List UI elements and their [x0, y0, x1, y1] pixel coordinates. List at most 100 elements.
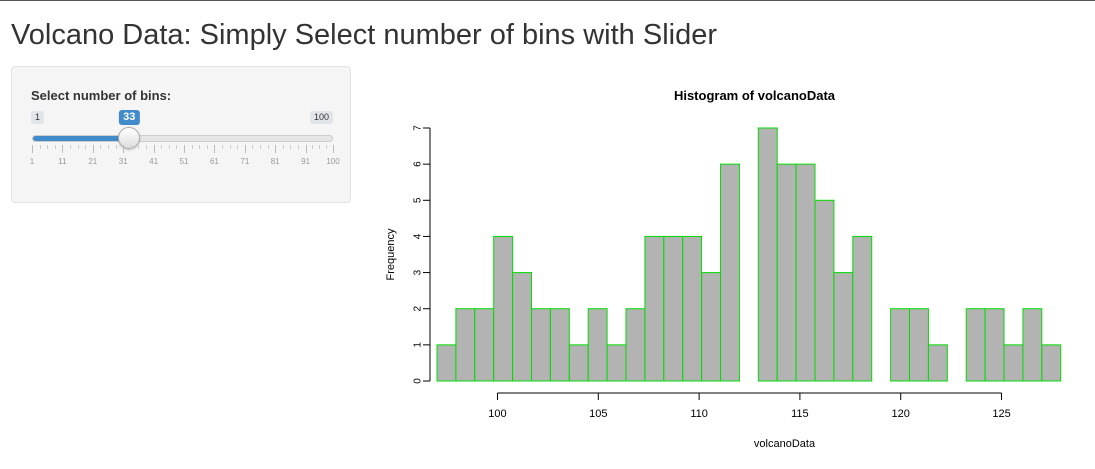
y-tick-label: 4	[413, 233, 424, 239]
slider-major-tick	[333, 145, 334, 153]
y-tick-label: 2	[413, 305, 424, 311]
slider-minor-tick	[168, 145, 170, 149]
histogram-bar	[493, 235, 514, 382]
slider-minor-tick	[312, 145, 314, 149]
histogram-bar	[663, 235, 684, 382]
histogram-bar	[890, 308, 911, 382]
slider-max-label: 100	[309, 111, 333, 124]
slider-major-tick	[153, 145, 155, 153]
slider-minor-tick	[319, 145, 321, 149]
y-tick-label: 3	[413, 269, 424, 275]
histogram-bar	[531, 308, 551, 382]
slider-major-tick	[32, 145, 33, 153]
slider-minor-tick	[267, 145, 269, 149]
slider-tick-label: 61	[209, 157, 219, 166]
slider-track-fill	[33, 136, 130, 141]
slider-major-tick	[275, 145, 277, 153]
slider-value-label: 33	[119, 110, 140, 125]
y-tick-label: 6	[413, 161, 424, 167]
histogram-bar	[701, 272, 722, 382]
slider-minor-tick	[290, 145, 292, 149]
slider-minor-tick	[54, 145, 56, 149]
y-tick-label: 5	[413, 197, 424, 203]
slider-minor-tick	[138, 145, 140, 149]
slider-minor-tick	[85, 145, 87, 149]
histogram-bar	[757, 127, 778, 382]
slider-handle[interactable]	[118, 127, 141, 149]
slider-tick-label: 41	[149, 157, 159, 166]
histogram-bar	[436, 344, 457, 382]
slider-minor-tick	[260, 145, 262, 149]
histogram-bar	[587, 308, 608, 382]
slider-major-tick	[62, 145, 64, 153]
slider-minor-tick	[146, 145, 147, 149]
slider-minor-tick	[39, 145, 41, 149]
histogram-bar	[644, 235, 665, 382]
slider-tick-label: 81	[270, 157, 280, 166]
histogram-bar	[965, 308, 986, 382]
histogram-bar	[909, 308, 929, 382]
histogram-bar	[625, 308, 646, 382]
histogram-bar	[720, 163, 740, 382]
y-axis-label: Frequency	[385, 228, 397, 280]
slider-minor-tick	[161, 145, 163, 149]
x-tick-label: 100	[488, 408, 506, 420]
histogram-bar	[1022, 308, 1043, 382]
histogram-bar	[833, 272, 854, 382]
slider-minor-tick	[70, 145, 71, 149]
slider-label: Select number of bins:	[31, 88, 172, 103]
slider-minor-tick	[282, 145, 284, 149]
slider-minor-tick	[47, 145, 49, 149]
slider-minor-tick	[326, 145, 328, 149]
slider-min-label: 1	[31, 111, 45, 124]
slider-tick-label: 11	[58, 157, 67, 166]
slider-major-tick	[214, 145, 216, 153]
x-tick-label: 105	[589, 408, 607, 420]
slider-minor-tick	[206, 145, 208, 149]
y-tick-label: 1	[413, 342, 424, 348]
slider-minor-tick	[237, 145, 239, 149]
slider-minor-tick	[222, 145, 224, 149]
y-tick-label: 0	[413, 378, 424, 384]
x-axis-label: volcanoData	[754, 438, 816, 450]
histogram-bar	[814, 199, 835, 382]
slider-minor-tick	[191, 145, 193, 149]
slider-minor-tick	[108, 145, 109, 149]
slider-tick-label: 51	[179, 157, 189, 166]
slider-minor-tick	[229, 145, 231, 149]
histogram-bar	[549, 308, 570, 382]
histogram-bar	[795, 163, 816, 382]
slider-minor-tick	[252, 145, 254, 149]
slider-tick-label: 91	[301, 157, 311, 166]
slider-minor-tick	[115, 145, 117, 149]
histogram-bar	[852, 235, 873, 382]
histogram-bar	[927, 344, 948, 382]
histogram-bar	[984, 308, 1005, 382]
slider-track[interactable]	[32, 135, 333, 142]
histogram-bar	[682, 235, 703, 382]
histogram-bar	[776, 163, 797, 382]
slider-minor-tick	[199, 145, 201, 149]
slider-major-tick	[92, 145, 94, 153]
histogram-bar	[455, 308, 476, 382]
chart-title: Histogram of volcanoData	[674, 88, 836, 103]
slider-grid: 1 11 21 31 41 51 61 71 81 91 100	[30, 145, 340, 171]
top-border	[0, 0, 1095, 1]
slider-tick-label: 31	[118, 157, 128, 166]
histogram-bar	[1041, 344, 1062, 382]
slider-major-tick	[184, 145, 186, 153]
slider-minor-tick	[298, 145, 300, 149]
slider-major-tick	[244, 145, 246, 153]
x-tick-label: 110	[690, 408, 708, 420]
page-title: Volcano Data: Simply Select number of bi…	[11, 19, 718, 51]
histogram-bar	[606, 344, 627, 382]
slider-tick-label: 71	[240, 157, 250, 166]
slider-minor-tick	[130, 145, 132, 149]
histogram-bar	[474, 308, 495, 382]
y-tick-label: 7	[413, 125, 424, 131]
sidebar-panel: Select number of bins: 1 100 33 1 11 21 31 4…	[11, 66, 351, 203]
x-tick-label: 120	[892, 408, 910, 420]
slider-minor-tick	[77, 145, 79, 149]
slider-major-tick	[305, 145, 307, 153]
